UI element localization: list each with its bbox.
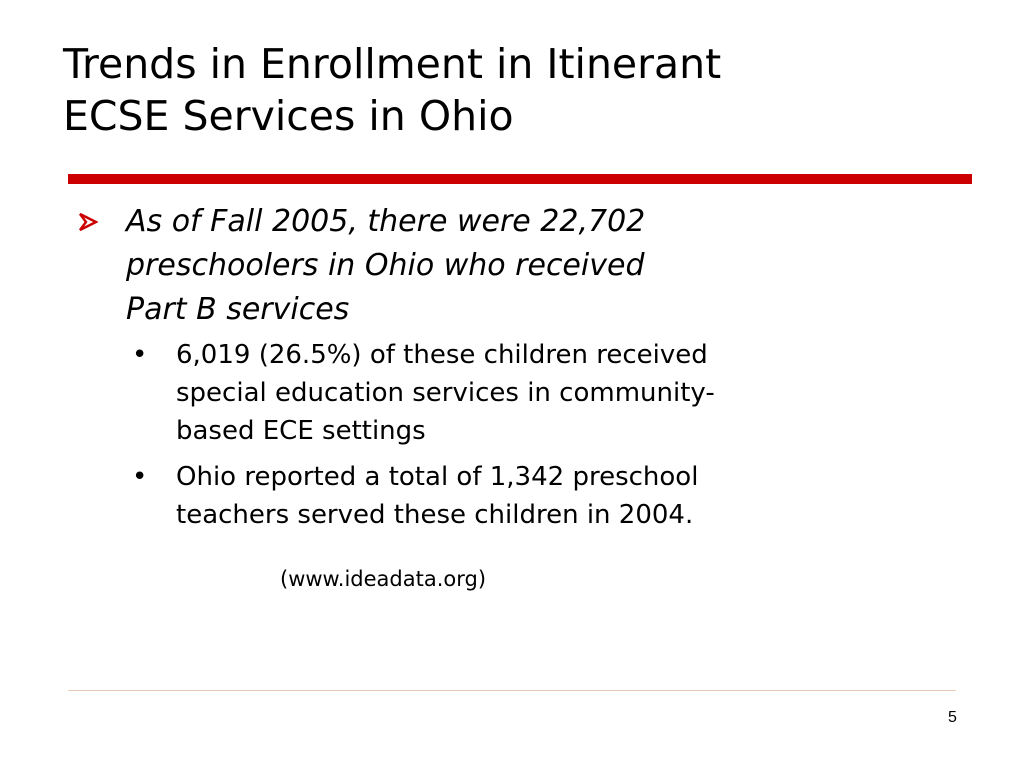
sub-point-line: special education services in community-	[176, 378, 715, 408]
sub-point-list: • 6,019 (26.5%) of these children receiv…	[76, 336, 966, 534]
arrow-bullet-icon	[79, 212, 98, 232]
dot-bullet-icon: •	[132, 462, 148, 492]
slide-title: Trends in Enrollment in Itinerant ECSE S…	[63, 38, 963, 142]
source-citation: (www.ideadata.org)	[280, 567, 487, 591]
dot-bullet-icon: •	[132, 340, 148, 370]
footer-divider	[68, 690, 956, 691]
sub-point-line: 6,019 (26.5%) of these children received	[176, 340, 708, 370]
main-point-line: As of Fall 2005, there were 22,702	[126, 204, 646, 239]
slide-body: As of Fall 2005, there were 22,702 presc…	[76, 200, 966, 542]
sub-point-line: teachers served these children in 2004.	[176, 500, 694, 530]
sub-point: • Ohio reported a total of 1,342 prescho…	[76, 458, 966, 534]
main-point-line: Part B services	[126, 292, 350, 327]
slide-title-line: ECSE Services in Ohio	[63, 92, 514, 140]
slide-title-line: Trends in Enrollment in Itinerant	[63, 40, 722, 88]
sub-point: • 6,019 (26.5%) of these children receiv…	[76, 336, 966, 450]
main-point: As of Fall 2005, there were 22,702 presc…	[76, 200, 966, 332]
main-point-line: preschoolers in Ohio who received	[126, 248, 645, 283]
sub-point-line: based ECE settings	[176, 416, 426, 446]
sub-point-line: Ohio reported a total of 1,342 preschool	[176, 462, 699, 492]
title-divider	[68, 174, 972, 184]
page-number: 5	[948, 709, 957, 726]
